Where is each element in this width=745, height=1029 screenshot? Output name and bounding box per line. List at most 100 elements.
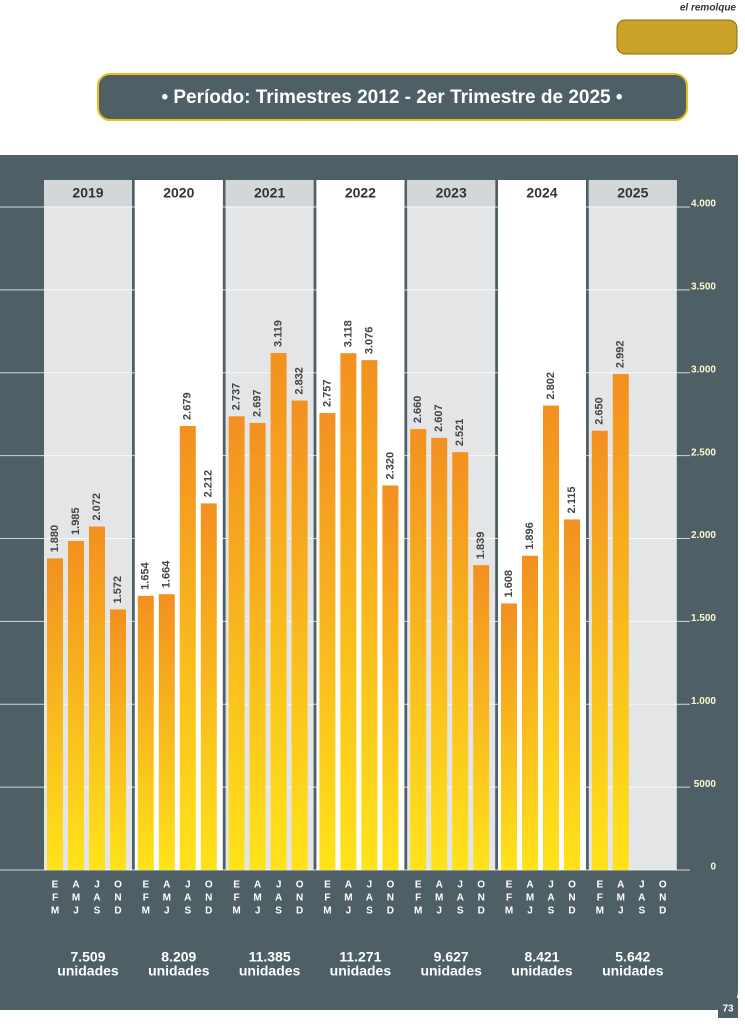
bar	[110, 609, 126, 870]
value-label: 3.076	[363, 327, 375, 355]
value-label: 1.880	[49, 525, 61, 553]
year-label: 2022	[345, 185, 376, 201]
bar	[228, 416, 245, 870]
value-label: 1.985	[70, 507, 82, 535]
quarter-letter: E	[52, 880, 59, 891]
year-header	[588, 180, 677, 207]
unit-label: unidades	[602, 963, 664, 979]
quarter-letter: A	[93, 893, 100, 904]
quarter-letter: J	[367, 880, 373, 891]
quarter-letter: J	[346, 906, 352, 917]
value-label: 2.802	[545, 372, 557, 400]
quarter-letter: O	[387, 880, 395, 891]
value-label: 2.650	[594, 397, 606, 425]
quarter-letter: A	[345, 880, 352, 891]
quarter-letter: F	[143, 893, 149, 904]
bar	[89, 526, 105, 870]
quarter-letter: S	[366, 906, 373, 917]
bar	[361, 360, 378, 870]
total-label: 11.385	[249, 949, 291, 965]
quarter-letter: J	[73, 906, 79, 917]
y-tick-label: 1.500	[691, 613, 716, 624]
quarter-letter: J	[255, 906, 261, 917]
total-label: 7.509	[70, 949, 105, 965]
bar	[291, 400, 308, 870]
bar	[564, 519, 580, 870]
bar	[179, 425, 196, 870]
year-header	[225, 180, 314, 207]
quarter-letter: N	[568, 893, 575, 904]
quarter-letter: J	[639, 880, 645, 891]
quarter-letter: E	[415, 880, 422, 891]
quarter-letter: A	[617, 880, 624, 891]
bar	[501, 603, 517, 870]
quarter-letter: O	[205, 880, 213, 891]
value-label: 3.118	[342, 320, 354, 347]
logo-text: el remolque	[680, 3, 737, 14]
quarter-letter: D	[568, 906, 575, 917]
title-box	[97, 73, 688, 121]
quarter-letter: D	[478, 906, 485, 917]
value-label: 1.572	[112, 576, 124, 604]
quarter-letter: J	[618, 906, 624, 917]
quarter-letter: M	[72, 893, 80, 904]
quarter-letter: D	[659, 906, 666, 917]
bar	[452, 452, 469, 870]
quarter-letter: O	[477, 880, 485, 891]
year-label: 2020	[163, 185, 194, 201]
value-label: 2.115	[566, 487, 578, 514]
year-header	[44, 180, 132, 207]
quarter-letter: S	[184, 906, 191, 917]
y-tick-label: 0	[710, 862, 716, 873]
year-header	[407, 180, 496, 207]
unit-label: unidades	[330, 963, 392, 979]
value-label: 2.679	[182, 392, 194, 420]
quarter-letter: S	[457, 906, 464, 917]
bar	[410, 429, 427, 870]
quarter-letter: A	[72, 880, 79, 891]
unit-label: unidades	[239, 963, 301, 979]
value-label: 2.607	[433, 404, 445, 432]
value-label: 2.697	[252, 389, 264, 417]
bar	[612, 374, 629, 870]
quarter-letter: E	[506, 880, 513, 891]
quarter-letter: E	[324, 880, 331, 891]
quarter-letter: N	[478, 893, 485, 904]
quarter-letter: N	[205, 893, 212, 904]
quarter-letter: A	[638, 893, 645, 904]
total-label: 8.209	[161, 949, 196, 965]
quarter-letter: E	[233, 880, 240, 891]
value-label: 2.660	[412, 396, 424, 424]
year-label: 2024	[526, 185, 557, 201]
quarter-letter: M	[617, 893, 625, 904]
unit-label: unidades	[511, 963, 573, 979]
quarter-letter: N	[114, 893, 121, 904]
bar	[591, 430, 608, 870]
quarter-letter: M	[596, 906, 604, 917]
quarter-letter: A	[275, 893, 282, 904]
quarter-letter: N	[659, 893, 666, 904]
total-label: 8.421	[524, 949, 559, 965]
quarter-letter: M	[163, 893, 171, 904]
quarter-letter: S	[94, 906, 101, 917]
quarter-letter: J	[185, 880, 191, 891]
quarter-letter: D	[205, 906, 212, 917]
quarter-letter: M	[505, 906, 513, 917]
quarter-letter: M	[51, 906, 59, 917]
quarter-letter: M	[344, 893, 352, 904]
bar	[473, 565, 490, 870]
value-label: 2.832	[294, 367, 306, 395]
quarter-letter: F	[52, 893, 58, 904]
quarter-letter: M	[414, 906, 422, 917]
quarter-letter: A	[436, 880, 443, 891]
bar	[137, 595, 154, 870]
quarter-letter: A	[254, 880, 261, 891]
value-label: 2.521	[454, 419, 466, 447]
quarter-letter: J	[164, 906, 170, 917]
quarter-letter: J	[527, 906, 533, 917]
value-label: 2.757	[321, 379, 333, 407]
year-header	[316, 180, 405, 207]
year-header	[498, 180, 586, 207]
bar	[319, 413, 336, 870]
